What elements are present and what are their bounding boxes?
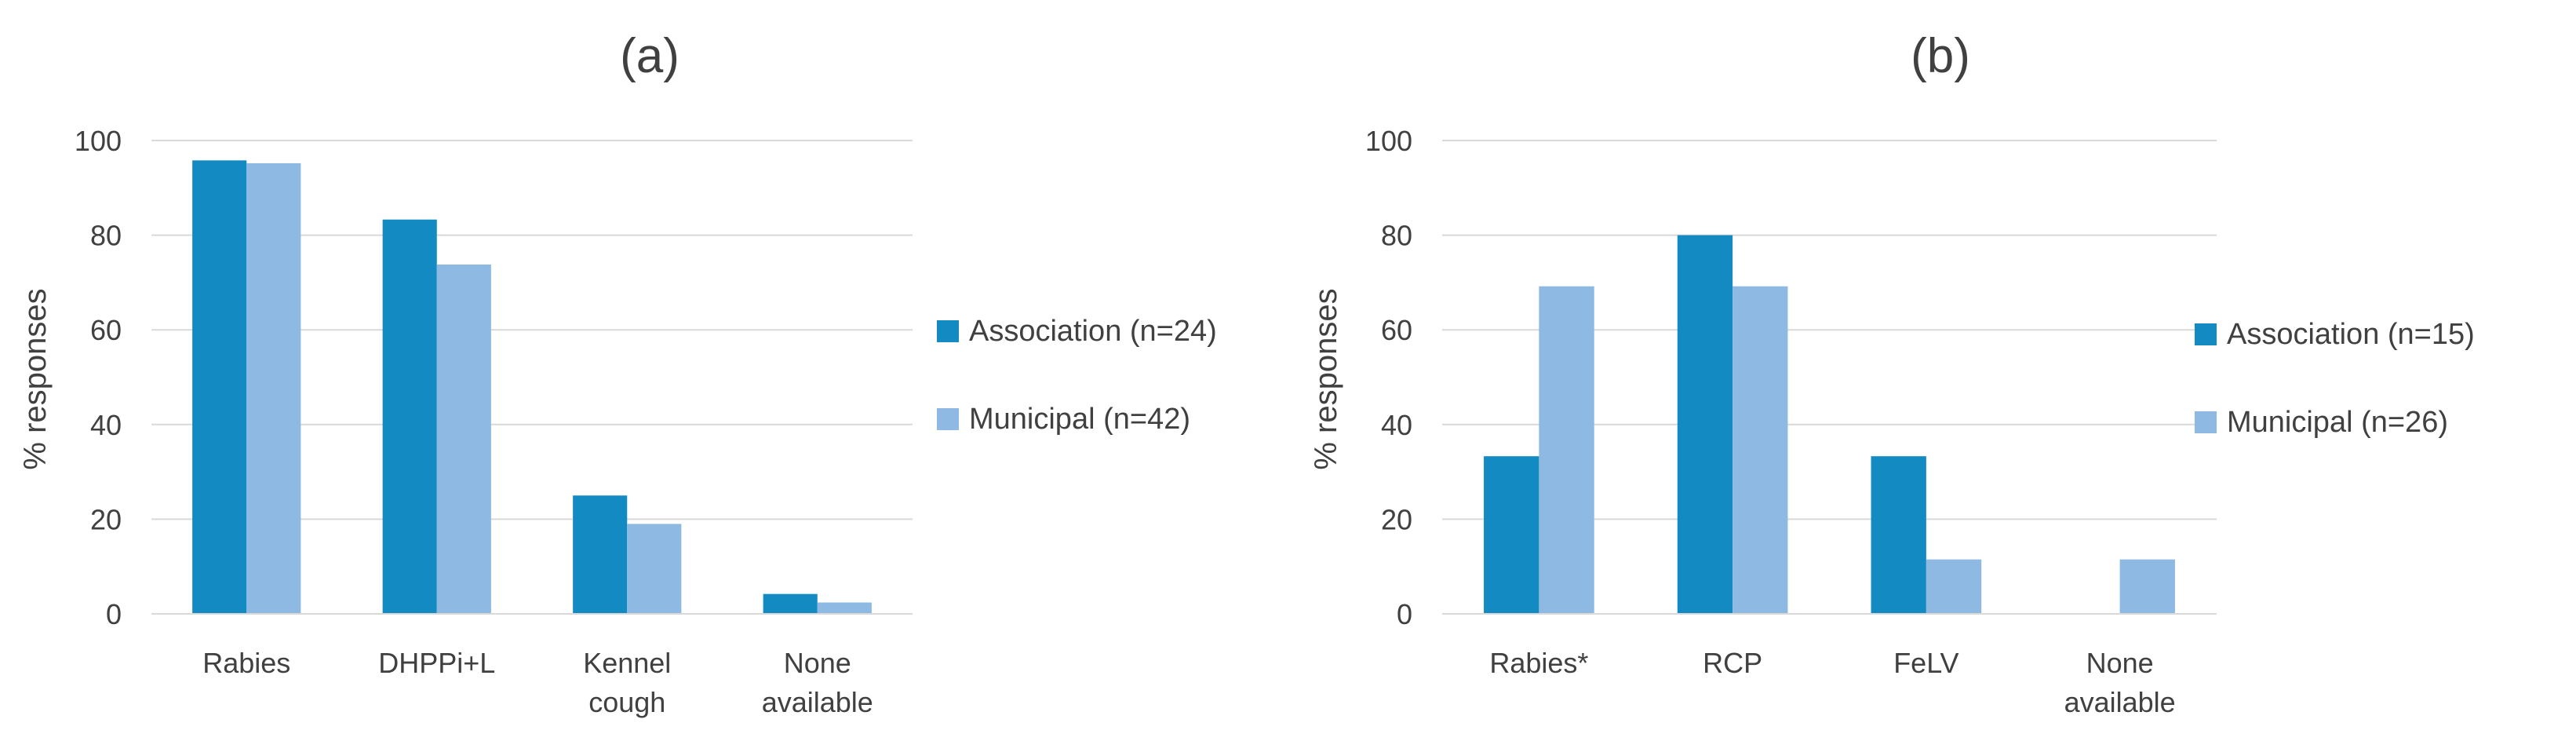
panel-a-legend-label: Municipal (n=42) — [969, 403, 1190, 436]
panel-a-y-tick-label: 60 — [90, 314, 122, 346]
panel-a-y-axis-label: % responses — [18, 288, 53, 469]
panel-b-legend-swatch — [2195, 323, 2217, 345]
panel-b-y-tick-label: 0 — [1397, 598, 1412, 630]
panel-b-y-axis-label: % responses — [1309, 288, 1343, 469]
panel-b-x-tick-label: None — [2086, 647, 2154, 679]
panel-a-y-tick-label: 40 — [90, 409, 122, 441]
panel-b-bar — [1539, 286, 1594, 614]
panel-a-x-tick-label: Kennel — [583, 647, 671, 679]
panel-b-bar — [1926, 559, 1982, 614]
panel-b-bar — [2119, 559, 2175, 614]
panel-a-x-tick-label: cough — [588, 686, 665, 718]
panel-a-y-tick-label: 80 — [90, 220, 122, 252]
panel-a-x-tick-label: DHPPi+L — [378, 647, 495, 679]
panel-b-bar — [1677, 235, 1733, 614]
panel-b-x-tick-label: Rabies* — [1489, 647, 1588, 679]
panel-b-bar — [1871, 456, 1926, 614]
panel-b-x-tick-label: RCP — [1703, 647, 1762, 679]
panel-b-legend-label: Municipal (n=26) — [2227, 406, 2448, 439]
panel-a-bar — [627, 524, 682, 614]
panel-a-legend-swatch — [937, 320, 959, 342]
panel-b-y-tick-label: 100 — [1365, 125, 1412, 157]
panel-a-bar — [763, 593, 818, 614]
panel-a-x-tick-label: available — [762, 686, 873, 718]
panel-b-x-tick-label: available — [2064, 686, 2176, 718]
panel-a-y-tick-label: 20 — [90, 503, 122, 535]
panel-a-bar — [817, 602, 872, 614]
panel-a-bar — [436, 264, 491, 614]
panel-a-x-tick-label: None — [784, 647, 851, 679]
panel-a-legend-swatch — [937, 408, 959, 430]
panel-a-y-tick-label: 100 — [75, 125, 122, 157]
panel-a-bar — [192, 160, 247, 615]
panel-b-x-tick-label: FeLV — [1893, 647, 1958, 679]
panel-a-bar — [382, 219, 437, 614]
panel-b-y-tick-label: 80 — [1381, 220, 1412, 252]
panel-b-bar — [1733, 286, 1788, 614]
panel-a-y-tick-label: 0 — [106, 598, 122, 630]
panel-a-legend-label: Association (n=24) — [969, 315, 1217, 348]
panel-b-title: (b) — [1911, 29, 1970, 83]
panel-a-bar — [246, 162, 301, 615]
panel-b-y-tick-label: 20 — [1381, 503, 1412, 535]
panel-a-bar — [573, 495, 628, 614]
panel-b-y-tick-label: 60 — [1381, 314, 1412, 346]
panel-b-y-tick-label: 40 — [1381, 409, 1412, 441]
panel-b-legend-label: Association (n=15) — [2227, 318, 2475, 351]
panel-b-bar — [1484, 456, 1539, 614]
panel-a-title: (a) — [620, 29, 680, 83]
panel-b-legend-swatch — [2195, 411, 2217, 433]
panel-a-x-tick-label: Rabies — [202, 647, 290, 679]
